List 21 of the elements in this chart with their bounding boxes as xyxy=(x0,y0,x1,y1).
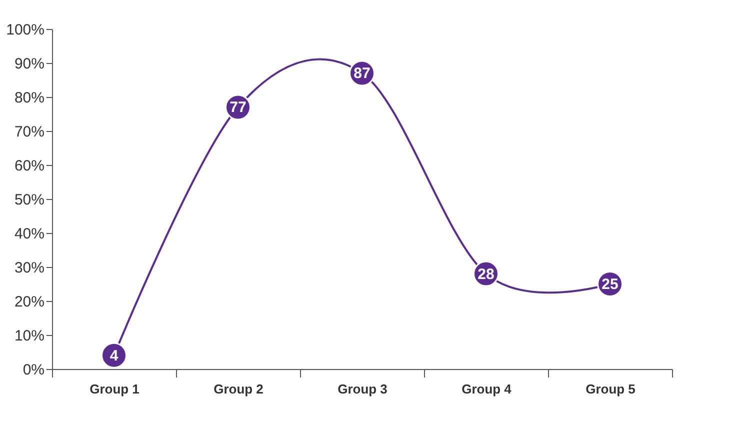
x-tick-label: Group 5 xyxy=(586,382,636,396)
data-label: 28 xyxy=(478,266,494,283)
y-tick-label: 80% xyxy=(14,90,44,106)
x-tick-label: Group 2 xyxy=(214,382,264,396)
y-tick-label: 10% xyxy=(14,328,44,344)
y-tick-label: 20% xyxy=(14,294,44,310)
x-tick-label: Group 1 xyxy=(90,382,140,396)
y-tick-label: 70% xyxy=(14,124,44,140)
data-label: 25 xyxy=(602,276,618,293)
y-tick-label: 30% xyxy=(14,260,44,276)
x-tick-label: Group 3 xyxy=(338,382,388,396)
data-label: 87 xyxy=(354,65,370,82)
data-label: 4 xyxy=(110,347,119,364)
y-tick-label: 40% xyxy=(14,226,44,242)
y-tick-label: 60% xyxy=(14,158,44,174)
data-label: 77 xyxy=(230,99,246,116)
y-tick-label: 90% xyxy=(14,56,44,72)
y-tick-label: 0% xyxy=(22,362,44,378)
x-tick-label: Group 4 xyxy=(462,382,512,396)
y-tick-label: 50% xyxy=(14,192,44,208)
y-tick-label: 100% xyxy=(6,22,44,38)
